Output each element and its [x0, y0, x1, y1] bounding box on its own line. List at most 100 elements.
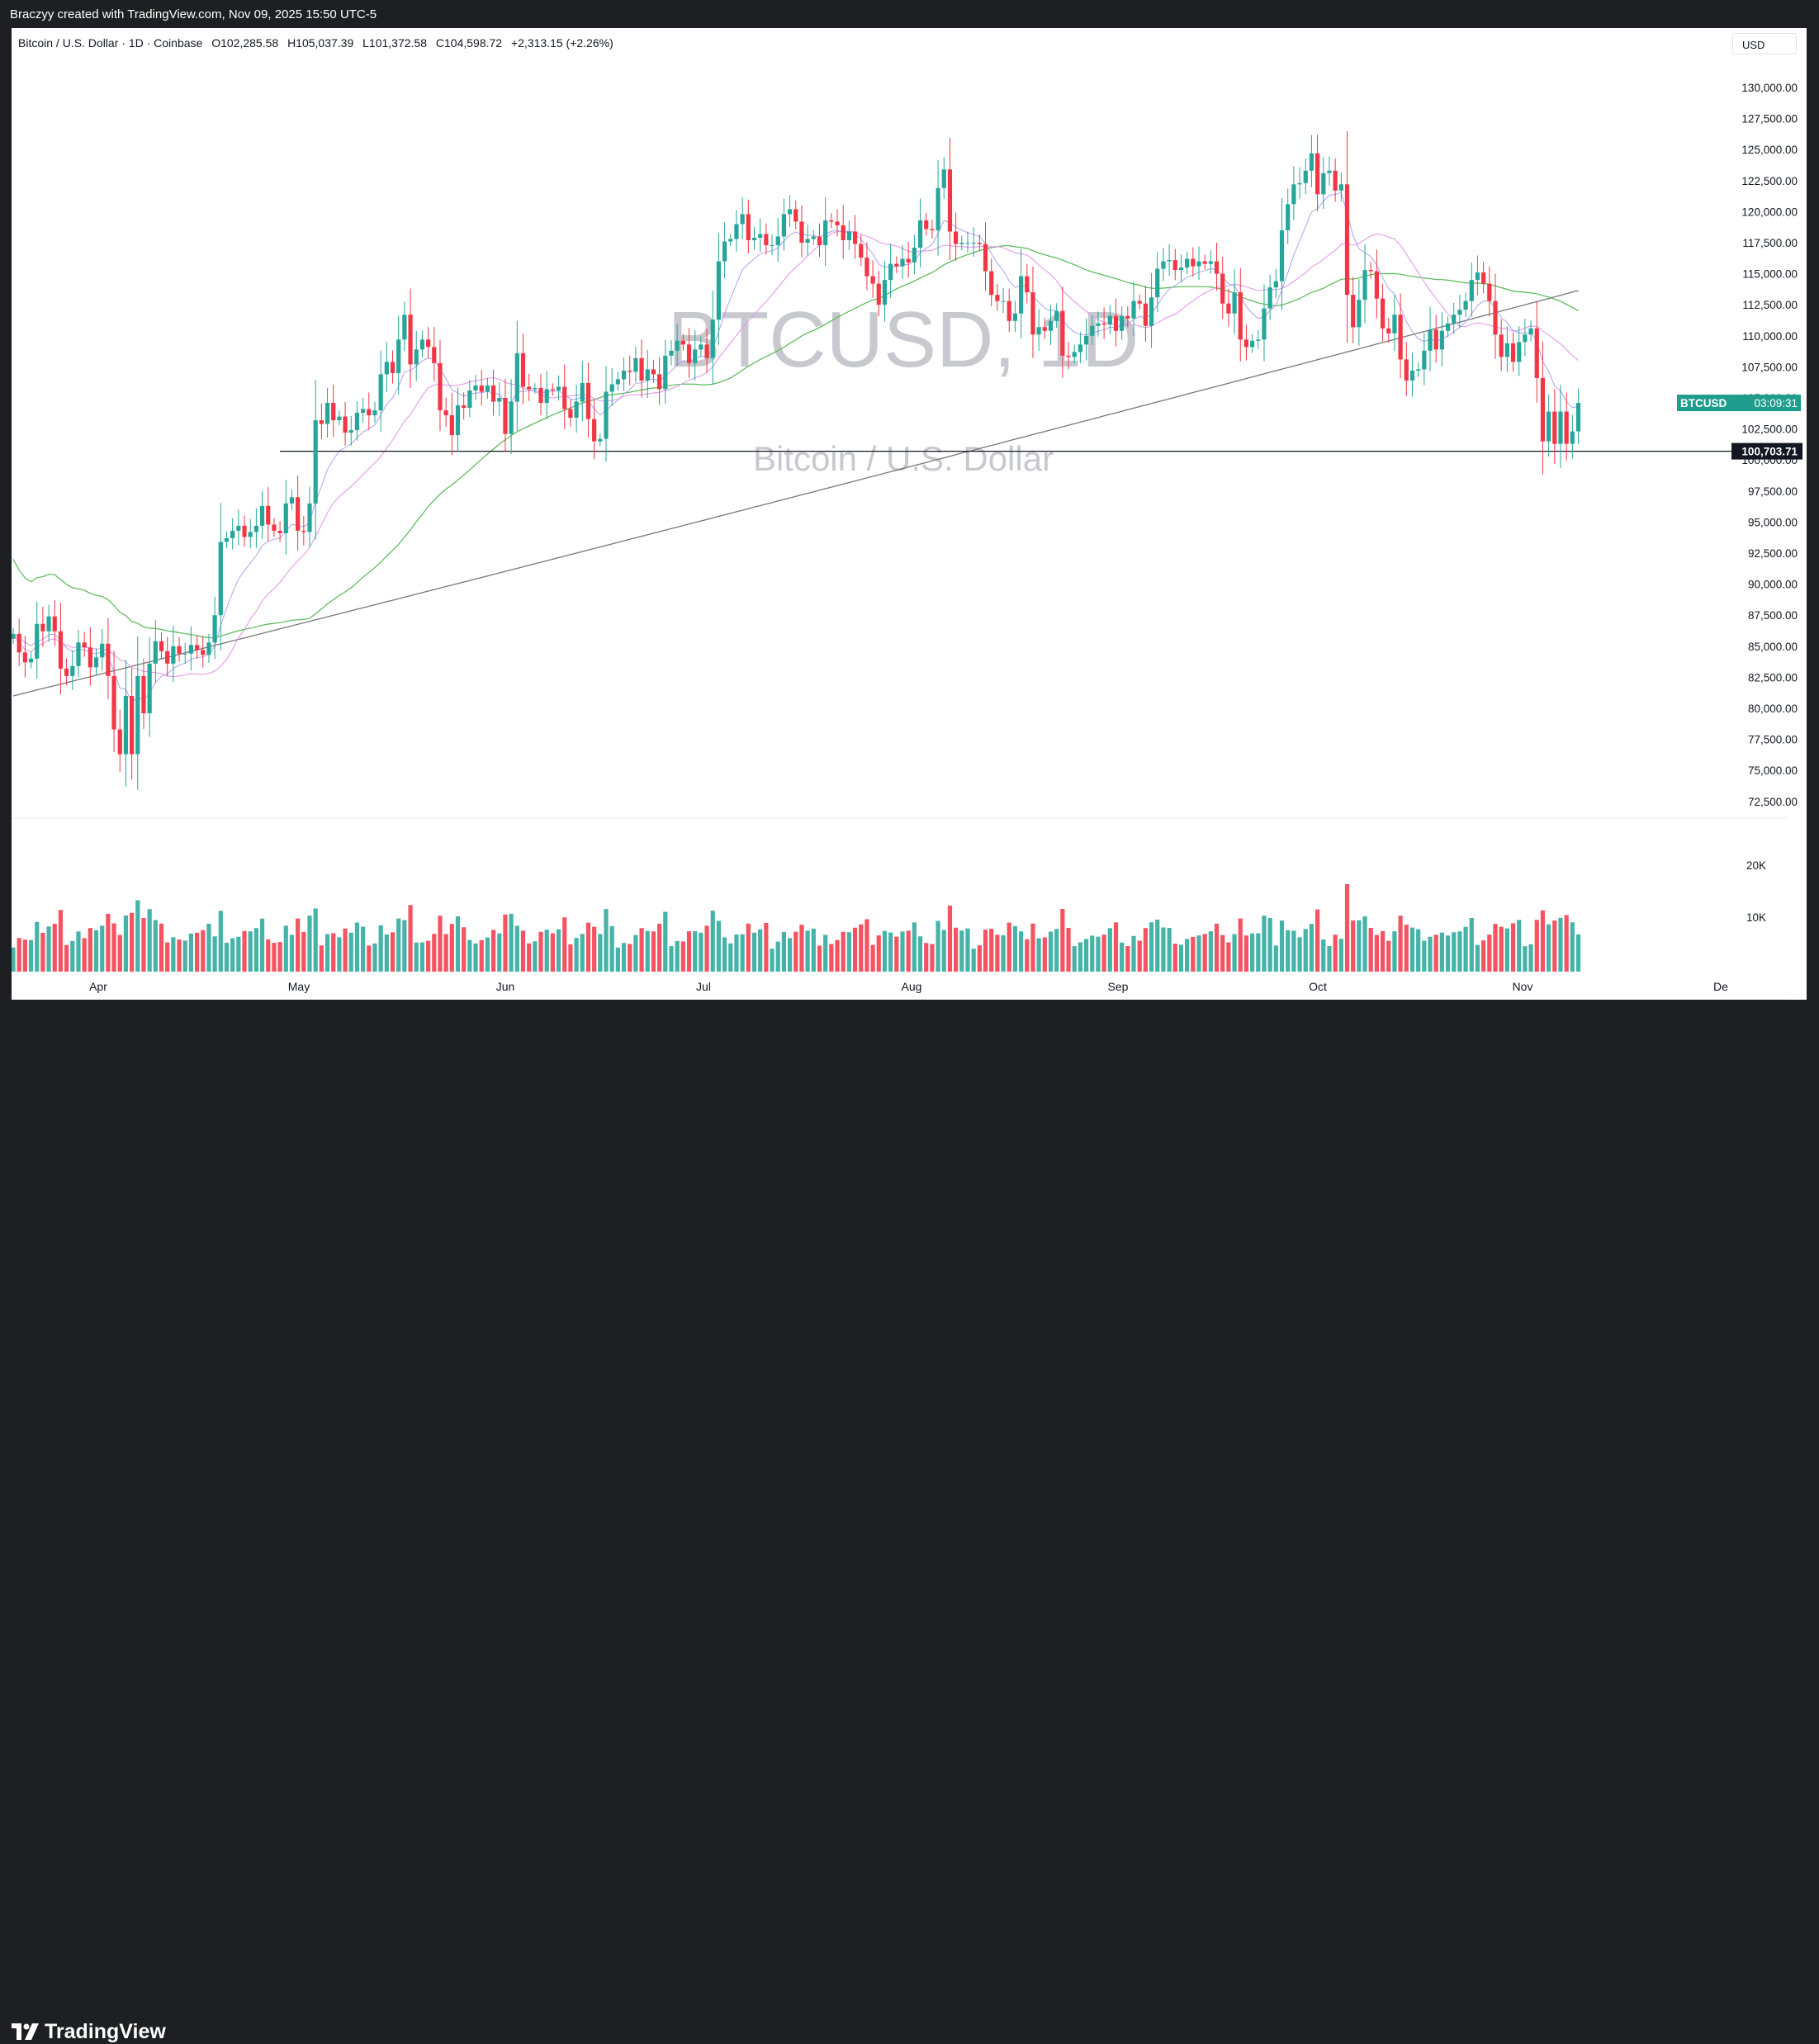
candle-body — [882, 280, 888, 305]
candle-body — [852, 231, 858, 244]
candle-body — [995, 295, 1000, 301]
candle-body — [764, 234, 769, 246]
volume-bar — [514, 925, 519, 972]
candle-body — [462, 405, 467, 409]
volume-bar — [930, 944, 935, 972]
currency-selector[interactable]: USD — [1732, 33, 1797, 54]
volume-bar — [1469, 918, 1474, 972]
candle-body — [1191, 258, 1196, 267]
volume-bar — [1351, 920, 1356, 972]
volume-bar — [497, 933, 502, 972]
volume-bar — [870, 944, 875, 972]
candle-body — [1380, 298, 1386, 329]
volume-bar — [1297, 937, 1302, 972]
candle-body — [82, 642, 87, 648]
volume-bar — [1172, 944, 1177, 972]
hline-price-label: 100,703.71 — [1741, 446, 1798, 458]
volume-bar — [171, 937, 176, 972]
symbol-title[interactable]: Bitcoin / U.S. Dollar · 1D · Coinbase — [18, 36, 203, 50]
volume-bar — [479, 939, 484, 972]
candle-body — [829, 220, 834, 222]
candle-body — [1404, 359, 1409, 381]
volume-bar — [1048, 931, 1054, 972]
volume-bar — [1291, 930, 1296, 972]
candle-body — [1262, 308, 1267, 340]
hline-price-tag — [1731, 442, 1802, 460]
candle-body — [1309, 153, 1315, 171]
moving-average-mid — [12, 230, 1579, 678]
candle-body — [414, 349, 419, 365]
volume-bar — [954, 927, 959, 972]
volume-bar — [93, 930, 99, 972]
candle-body — [954, 231, 959, 244]
candle-body — [106, 643, 111, 676]
candle-body — [289, 497, 295, 504]
candle-body — [604, 391, 609, 439]
volume-bar — [372, 943, 377, 972]
volume-bar — [259, 918, 265, 972]
volume-bar — [1487, 934, 1492, 972]
candle-body — [100, 643, 105, 658]
candle-body — [556, 386, 561, 390]
volume-bar — [1457, 931, 1462, 972]
candle-body — [704, 344, 709, 358]
volume-bar — [1238, 918, 1243, 972]
candle-body — [396, 339, 401, 373]
volume-bar — [1338, 939, 1343, 972]
volume-bar — [348, 932, 353, 972]
candle-body — [367, 409, 372, 416]
candle-body — [1226, 303, 1231, 314]
volume-bar — [141, 918, 146, 972]
tradingview-logo[interactable]: TradingView — [12, 2020, 166, 2044]
volume-bar — [841, 931, 846, 972]
volume-bar — [1523, 946, 1528, 972]
candle-body — [1452, 315, 1457, 324]
candle-body — [52, 616, 57, 632]
volume-bar — [100, 925, 105, 972]
candle-body — [1362, 270, 1367, 300]
volume-bar — [188, 933, 193, 972]
volume-bar — [1083, 939, 1089, 972]
candle-body — [141, 675, 146, 714]
candle-body — [1286, 204, 1291, 230]
volume-bar — [710, 911, 715, 972]
volume-bar — [1113, 922, 1119, 972]
candle-body — [1131, 300, 1136, 319]
volume-scale-label: 10K — [1746, 911, 1766, 924]
volume-bar — [111, 923, 116, 972]
candle-body — [390, 362, 396, 373]
volume-bar — [432, 934, 437, 972]
time-tick-label: De — [1713, 980, 1728, 993]
price-tick-label: 125,000.00 — [1741, 144, 1798, 156]
candle-body — [188, 645, 193, 654]
volume-bar — [651, 931, 656, 972]
candle-body — [527, 386, 532, 390]
candle-body — [1214, 261, 1220, 274]
volume-bar — [35, 921, 40, 972]
candle-body — [550, 389, 555, 390]
candle-body — [443, 410, 448, 416]
volume-bar — [977, 945, 982, 972]
candle-body — [503, 398, 508, 434]
chart-panel[interactable]: BTCUSD, 1D Bitcoin / U.S. Dollar 130,000.0… — [12, 28, 1807, 1000]
candle-body — [467, 390, 472, 409]
volume-bar — [965, 928, 970, 972]
price-tick-label: 72,500.00 — [1748, 796, 1798, 808]
candle-body — [580, 382, 585, 402]
candle-body — [609, 384, 614, 392]
candle-body — [296, 497, 301, 531]
candle-body — [1564, 411, 1569, 444]
price-tick-label: 112,500.00 — [1742, 299, 1798, 311]
volume-bar — [1528, 944, 1533, 972]
ohlc-change: +2,313.15 (+2.26%) — [510, 36, 613, 50]
volume-bar — [574, 938, 579, 972]
volume-bar — [296, 918, 301, 972]
volume-bar — [52, 924, 57, 972]
volume-bar — [1547, 924, 1551, 972]
candle-body — [266, 505, 271, 525]
chart-canvas[interactable]: BTCUSD, 1D Bitcoin / U.S. Dollar 130,000.0… — [12, 28, 1807, 1000]
candle-body — [1030, 292, 1035, 335]
candle-body — [135, 675, 140, 755]
volume-bar — [1131, 935, 1136, 972]
ohlc-high: H105,037.39 — [287, 36, 354, 50]
